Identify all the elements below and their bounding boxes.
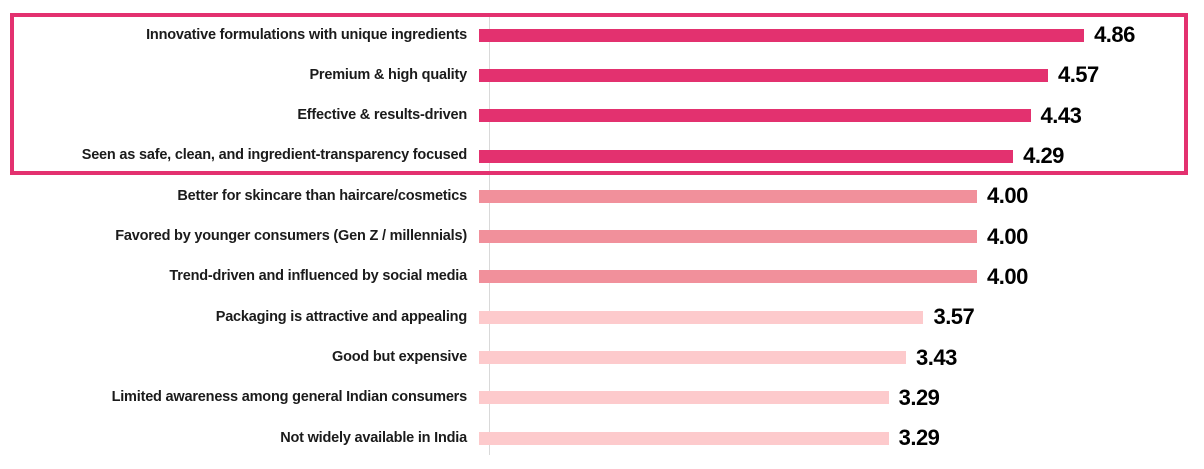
value-label: 3.57: [933, 304, 975, 330]
bar: [479, 28, 1085, 42]
bar-row: Not widely available in India 3.29: [0, 418, 1204, 458]
bar-row: Better for skincare than haircare/cosmet…: [0, 176, 1204, 216]
bar: [479, 351, 907, 365]
category-label: Good but expensive: [332, 348, 467, 365]
value-label: 4.43: [1040, 102, 1082, 128]
bar-track: 4.86: [479, 15, 1204, 55]
bar: [479, 109, 1031, 123]
bar: [479, 149, 1014, 163]
bar-track: 4.00: [479, 257, 1204, 297]
value-label: 3.43: [916, 344, 957, 370]
bar: [479, 230, 977, 244]
value-label: 4.29: [1023, 143, 1064, 169]
category-label: Effective & results-driven: [297, 107, 467, 124]
bar-row: Innovative formulations with unique ingr…: [0, 15, 1204, 55]
bar-track: 4.43: [479, 96, 1204, 136]
bar-track: 3.57: [479, 297, 1204, 337]
value-label: 3.29: [898, 384, 940, 410]
bar: [479, 391, 889, 405]
category-label: Limited awareness among general Indian c…: [111, 389, 468, 406]
value-label: 4.00: [987, 183, 1028, 209]
bar-row: Premium & high quality 4.57: [0, 55, 1204, 95]
bar: [479, 270, 977, 284]
bar: [479, 310, 924, 324]
value-label: 4.00: [987, 263, 1028, 289]
category-label: Packaging is attractive and appealing: [215, 308, 467, 325]
bar-row: Trend-driven and influenced by social me…: [0, 257, 1204, 297]
category-label: Not widely available in India: [280, 429, 467, 446]
category-label: Better for skincare than haircare/cosmet…: [177, 187, 467, 204]
value-label: 4.00: [987, 223, 1028, 249]
bar-row: Effective & results-driven 4.43: [0, 96, 1204, 136]
category-label: Innovative formulations with unique ingr…: [146, 26, 467, 43]
value-label: 4.86: [1094, 22, 1135, 48]
bar-track: 4.29: [479, 136, 1204, 176]
bar: [479, 68, 1048, 82]
bar: [479, 189, 977, 203]
category-label: Favored by younger consumers (Gen Z / mi…: [115, 228, 467, 245]
bar-track: 3.29: [479, 378, 1204, 418]
bar-track: 4.00: [479, 176, 1204, 216]
category-label: Trend-driven and influenced by social me…: [169, 268, 467, 285]
bar-rows-container: Innovative formulations with unique ingr…: [0, 15, 1204, 458]
value-label: 4.57: [1057, 62, 1099, 88]
bar-row: Packaging is attractive and appealing 3.5…: [0, 297, 1204, 337]
bar-row: Good but expensive 3.43: [0, 337, 1204, 377]
value-label: 3.29: [898, 425, 940, 451]
bar-row: Favored by younger consumers (Gen Z / mi…: [0, 216, 1204, 256]
bar-track: 3.43: [479, 337, 1204, 377]
bar-row: Limited awareness among general Indian c…: [0, 378, 1204, 418]
bar-track: 4.00: [479, 216, 1204, 256]
category-label: Seen as safe, clean, and ingredient-tran…: [81, 147, 467, 164]
bar-row: Seen as safe, clean, and ingredient-tran…: [0, 136, 1204, 176]
bar-track: 3.29: [479, 418, 1204, 458]
bar-track: 4.57: [479, 55, 1204, 95]
category-label: Premium & high quality: [309, 66, 467, 83]
bar: [479, 431, 889, 445]
